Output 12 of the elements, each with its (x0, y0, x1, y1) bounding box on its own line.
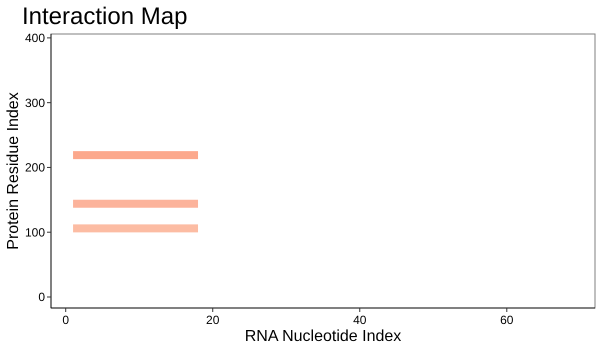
y-axis-title: Protein Residue Index (5, 92, 22, 250)
y-tick-label: 400 (24, 31, 46, 46)
x-tick-label: 20 (206, 313, 220, 327)
y-tick-label: 200 (24, 160, 46, 175)
y-tick-label: 100 (24, 225, 46, 240)
x-tick-label: 40 (353, 313, 367, 327)
y-tick-label: 300 (24, 96, 46, 110)
x-tick-label: 60 (500, 313, 514, 327)
x-axis-title: RNA Nucleotide Index (244, 328, 402, 345)
y-tick-label: 0 (38, 290, 46, 304)
x-tick-label: 0 (62, 313, 70, 327)
chart-title: Interaction Map (22, 3, 188, 30)
